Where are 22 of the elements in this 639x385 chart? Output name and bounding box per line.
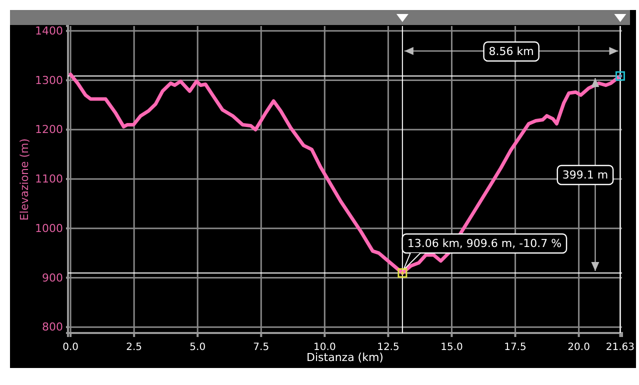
y-tick-label: 1200 xyxy=(35,123,63,136)
x-tick-label: 21.63 xyxy=(606,342,635,353)
annotation: 13.06 km, 909.6 m, -10.7 % xyxy=(407,236,562,250)
y-tick-label: 1400 xyxy=(35,24,63,38)
x-tick-label: 0.0 xyxy=(62,342,78,353)
x-tick-label: 10.0 xyxy=(314,342,336,353)
y-tick-label: 900 xyxy=(42,271,63,284)
y-axis-title: Elevazione (m) xyxy=(18,138,31,221)
x-tick-label: 12.5 xyxy=(377,342,400,353)
x-axis-title: Distanza (km) xyxy=(306,351,384,364)
annotation: 8.56 km xyxy=(488,45,534,58)
y-tick-label: 800 xyxy=(42,320,63,334)
x-tick-label: 17.5 xyxy=(504,342,526,353)
y-tick-label: 1100 xyxy=(35,172,63,186)
y-tick-label: 1300 xyxy=(35,74,63,87)
x-tick-label: 5.0 xyxy=(190,342,206,353)
x-tick-label: 15.0 xyxy=(440,342,463,353)
annotation: 399.1 m xyxy=(562,168,608,182)
x-tick-label: 20.0 xyxy=(568,342,590,353)
x-tick-label: 7.5 xyxy=(253,342,270,353)
x-tick-label: 2.5 xyxy=(126,342,142,353)
y-tick-label: 1000 xyxy=(35,222,63,235)
